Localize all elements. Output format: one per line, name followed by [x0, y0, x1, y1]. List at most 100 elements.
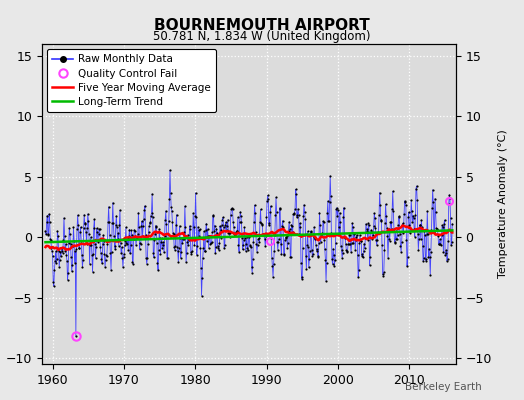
Point: [195, 226, 204, 232]
Point: [95, 226, 103, 232]
Point: [340, 234, 348, 240]
Point: [209, 213, 217, 219]
Point: [387, 219, 395, 225]
Point: [398, 222, 407, 228]
Point: [359, 248, 368, 255]
Point: [415, 236, 423, 242]
Point: [54, 233, 62, 239]
Point: [139, 222, 147, 229]
Point: [230, 224, 238, 230]
Point: [89, 268, 97, 275]
Point: [49, 279, 58, 285]
Point: [348, 220, 356, 226]
Point: [43, 232, 52, 238]
Point: [71, 248, 80, 254]
Point: [228, 206, 237, 212]
Point: [78, 264, 86, 270]
Point: [290, 210, 299, 216]
Point: [365, 262, 374, 268]
Point: [322, 278, 330, 284]
Point: [206, 241, 215, 248]
Point: [431, 195, 439, 202]
Point: [342, 241, 350, 247]
Point: [122, 224, 130, 231]
Point: [266, 209, 274, 215]
Point: [321, 246, 329, 252]
Point: [165, 196, 173, 202]
Point: [242, 241, 250, 248]
Point: [53, 228, 62, 234]
Point: [283, 245, 291, 251]
Point: [235, 249, 243, 255]
Point: [239, 236, 248, 243]
Point: [203, 238, 211, 244]
Point: [135, 224, 143, 230]
Point: [341, 235, 350, 241]
Point: [430, 227, 439, 234]
Point: [279, 252, 288, 258]
Point: [304, 244, 312, 250]
Point: [286, 253, 294, 260]
Point: [309, 234, 318, 240]
Point: [278, 223, 286, 230]
Point: [270, 232, 279, 238]
Point: [256, 206, 265, 212]
Point: [308, 253, 316, 259]
Point: [117, 244, 126, 250]
Point: [406, 230, 414, 236]
Point: [103, 253, 111, 259]
Point: [303, 228, 312, 235]
Point: [76, 229, 84, 235]
Point: [107, 248, 116, 255]
Point: [270, 248, 278, 254]
Point: [133, 235, 141, 242]
Point: [146, 220, 154, 226]
Point: [444, 201, 453, 207]
Point: [109, 220, 117, 226]
Point: [267, 235, 276, 242]
Point: [182, 259, 190, 265]
Point: [177, 255, 185, 261]
Point: [327, 230, 335, 236]
Point: [417, 217, 425, 223]
Point: [344, 241, 352, 248]
Point: [418, 224, 426, 231]
Point: [114, 230, 122, 236]
Point: [56, 249, 64, 256]
Point: [52, 260, 60, 266]
Point: [90, 224, 98, 231]
Point: [82, 229, 90, 236]
Point: [130, 227, 138, 233]
Point: [301, 215, 309, 222]
Point: [192, 214, 200, 220]
Point: [248, 270, 256, 276]
Point: [69, 243, 77, 250]
Point: [317, 233, 325, 240]
Point: [89, 251, 97, 257]
Point: [265, 222, 273, 228]
Point: [132, 242, 140, 248]
Point: [253, 242, 261, 248]
Point: [92, 244, 100, 250]
Point: [47, 236, 55, 243]
Point: [90, 216, 99, 223]
Point: [352, 237, 360, 243]
Point: [273, 239, 281, 245]
Point: [409, 212, 417, 219]
Point: [252, 240, 260, 247]
Point: [214, 245, 222, 251]
Point: [88, 252, 96, 258]
Point: [322, 260, 331, 266]
Point: [407, 197, 416, 204]
Point: [366, 229, 375, 235]
Point: [94, 231, 103, 238]
Point: [302, 266, 311, 272]
Point: [421, 256, 430, 262]
Point: [210, 228, 219, 234]
Point: [128, 232, 136, 238]
Point: [104, 219, 112, 225]
Point: [435, 236, 444, 243]
Point: [154, 260, 162, 266]
Point: [173, 248, 182, 254]
Point: [293, 212, 302, 218]
